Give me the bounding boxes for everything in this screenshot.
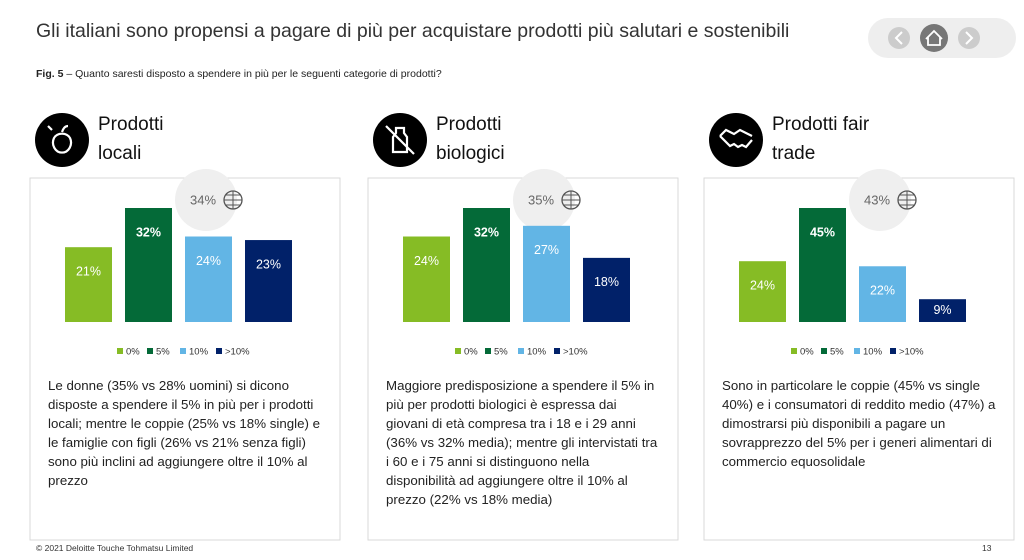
value-label: 24% <box>196 254 221 268</box>
panel-description: Maggiore predisposizione a spendere il 5… <box>386 378 658 507</box>
panel-border <box>703 177 1015 541</box>
value-label: 24% <box>750 278 775 292</box>
legend-label: 10% <box>527 347 547 358</box>
bar <box>245 240 292 322</box>
globe-lines <box>898 191 916 209</box>
value-label: 22% <box>870 284 895 298</box>
panel-description: Le donne (35% vs 28% uomini) si dicono d… <box>48 378 320 488</box>
average-bubble <box>175 169 237 231</box>
legend-label: 5% <box>156 347 170 358</box>
bar <box>403 236 450 322</box>
legend-label: 0% <box>464 347 478 358</box>
slide-title: Gli italiani sono propensi a pagare di p… <box>36 20 790 42</box>
panel-title: Prodotti biologici <box>436 114 505 164</box>
nav-buttons <box>868 18 1016 58</box>
panel-title: Prodotti locali <box>98 114 164 164</box>
value-label: 18% <box>594 275 619 289</box>
panel-title: Prodotti fair trade <box>772 114 870 164</box>
legend-swatch <box>455 348 461 354</box>
icon-glyph <box>385 125 415 155</box>
panel: 35% 24% 0% 32% 5% 27% 10% 18% >10% <box>367 113 679 541</box>
panel-description: Sono in particolare le coppie (45% vs si… <box>722 378 996 469</box>
value-label: 45% <box>810 225 835 239</box>
prev-button[interactable] <box>888 27 910 49</box>
bar <box>463 208 510 322</box>
legend-label: 10% <box>189 347 209 358</box>
figure-caption: Fig. 5 – Quanto saresti disposto a spend… <box>36 68 442 80</box>
legend-swatch <box>180 348 186 354</box>
home-button[interactable] <box>920 24 948 52</box>
icon-glyph <box>719 128 753 149</box>
bar <box>523 225 570 322</box>
value-label: 9% <box>933 303 951 317</box>
legend-label: 0% <box>800 347 814 358</box>
globe-lines <box>562 191 580 209</box>
legend-swatch <box>890 348 896 354</box>
value-label: 24% <box>414 254 439 268</box>
value-label: 21% <box>76 264 101 278</box>
figure-label: Fig. 5 <box>36 68 64 80</box>
bar <box>583 257 630 322</box>
legend-label: >10% <box>225 347 250 358</box>
bar <box>125 208 172 322</box>
legend-swatch <box>518 348 524 354</box>
value-label: 23% <box>256 257 281 271</box>
average-label: 34% <box>190 192 216 207</box>
legend-label: 0% <box>126 347 140 358</box>
legend-swatch <box>485 348 491 354</box>
legend-label: 5% <box>830 347 844 358</box>
bar <box>799 208 846 322</box>
legend-label: >10% <box>563 347 588 358</box>
bar <box>185 236 232 322</box>
value-label: 32% <box>474 225 499 239</box>
legend-label: 5% <box>494 347 508 358</box>
value-label: 27% <box>534 243 559 257</box>
category-icon <box>35 113 89 167</box>
figure-question: – Quanto saresti disposto a spendere in … <box>66 68 442 80</box>
legend-swatch <box>117 348 123 354</box>
legend-swatch <box>854 348 860 354</box>
average-bubble <box>513 169 575 231</box>
legend-swatch <box>147 348 153 354</box>
legend-swatch <box>554 348 560 354</box>
legend-label: >10% <box>899 347 924 358</box>
globe-lines <box>224 191 242 209</box>
average-label: 43% <box>864 192 890 207</box>
legend-label: 10% <box>863 347 883 358</box>
icon-glyph <box>47 124 73 154</box>
bar <box>859 266 906 322</box>
panel: 43% 24% 0% 45% 5% 22% 10% 9% >10% <box>703 113 1015 541</box>
bar <box>919 299 966 322</box>
panel: 34% 21% 0% 32% 5% 24% 10% 23% >10% <box>29 113 341 541</box>
page-number: 13 <box>982 543 992 553</box>
bar <box>65 247 112 322</box>
average-bubble <box>849 169 911 231</box>
category-icon <box>709 113 763 167</box>
bar <box>739 261 786 322</box>
average-label: 35% <box>528 192 554 207</box>
legend-swatch <box>216 348 222 354</box>
next-button[interactable] <box>958 27 980 49</box>
copyright: © 2021 Deloitte Touche Tohmatsu Limited <box>36 543 194 553</box>
legend-swatch <box>791 348 797 354</box>
legend-swatch <box>821 348 827 354</box>
value-label: 32% <box>136 225 161 239</box>
